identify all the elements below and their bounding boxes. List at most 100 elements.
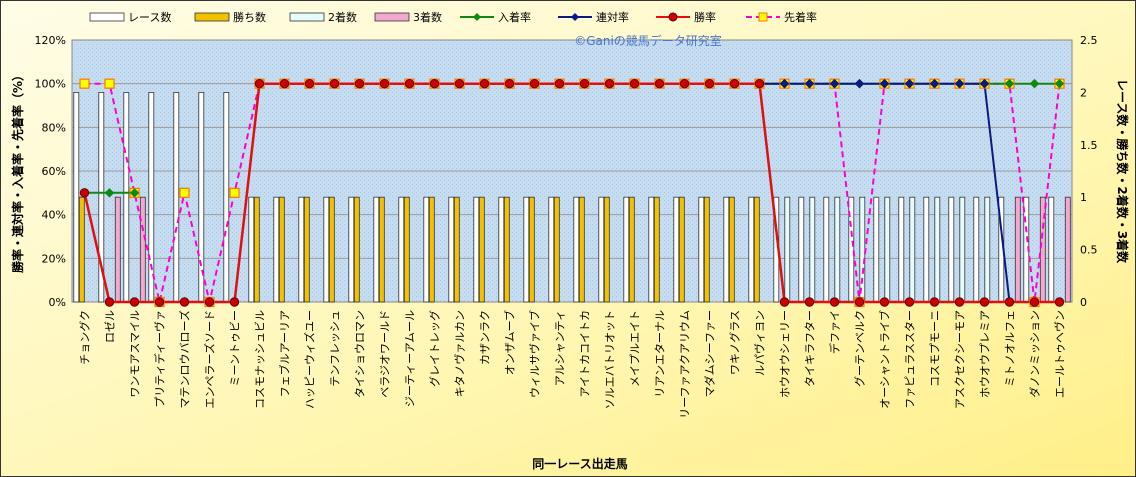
marker-勝率	[779, 297, 790, 307]
marker-勝率	[404, 78, 415, 89]
marker-連対率	[904, 78, 915, 89]
x-tick-label: ハッピーウィズユー	[303, 310, 317, 409]
y-left-tick: 20%	[42, 252, 66, 265]
x-tick-label: ジーティーアムール	[404, 310, 417, 407]
y-left-tick: 80%	[42, 121, 66, 134]
bar-勝ち数	[703, 196, 710, 303]
marker-勝率	[154, 297, 165, 307]
x-tick-label: コスモナッシュビル	[254, 310, 267, 409]
bar-レース数	[748, 196, 755, 303]
bar-勝ち数	[453, 196, 460, 303]
x-tick-label: ウィルサヴァイブ	[528, 310, 542, 398]
x-tick-label: チョングク	[78, 310, 92, 365]
bar-勝ち数	[478, 196, 485, 303]
marker-勝率	[204, 297, 215, 307]
marker-勝率	[454, 78, 465, 89]
marker-勝率	[554, 78, 565, 89]
marker-勝率	[104, 297, 115, 307]
bar-勝ち数	[653, 196, 660, 303]
x-tick-label: アスクセクシーモア	[954, 310, 967, 409]
x-tick-label: グレイトレッグ	[428, 310, 442, 387]
x-axis-title: 同一レース出走馬	[532, 456, 627, 471]
x-tick-label: マダムシーファー	[703, 310, 717, 397]
bar-レース数	[823, 196, 830, 303]
legend-label: 勝率	[694, 10, 716, 24]
bar-レース数	[798, 196, 805, 303]
marker-勝率	[329, 78, 340, 89]
bar-勝ち数	[603, 196, 610, 303]
bar-レース数	[948, 196, 955, 303]
marker-連対率	[954, 78, 965, 89]
legend-label: 2着数	[328, 10, 357, 24]
x-tick-label: ホウオウシェリー	[779, 310, 792, 398]
marker-勝率	[479, 78, 490, 89]
marker-入着率	[1054, 78, 1065, 89]
marker-勝率	[679, 78, 690, 89]
bar-レース数	[623, 196, 630, 303]
bar-3着数	[114, 196, 121, 303]
x-tick-label: マテンロウバローズ	[178, 310, 192, 408]
legend-marker-勝率	[668, 12, 678, 22]
x-tick-label: タイショウロマン	[354, 310, 367, 398]
bar-3着数	[139, 196, 146, 303]
bar-レース数	[148, 92, 155, 303]
y-left-tick: 120%	[35, 34, 66, 47]
y-right-tick: 1	[1080, 191, 1087, 204]
bar-レース数	[648, 196, 655, 303]
bar-レース数	[398, 196, 405, 303]
bar-レース数	[373, 196, 380, 303]
bar-レース数	[498, 196, 505, 303]
bar-勝ち数	[428, 196, 435, 303]
bar-レース数	[673, 196, 680, 303]
marker-先着率	[104, 78, 115, 89]
marker-連対率	[979, 78, 990, 89]
bar-勝ち数	[253, 196, 260, 303]
marker-勝率	[1029, 297, 1040, 307]
marker-勝率	[829, 297, 840, 307]
marker-勝率	[579, 78, 590, 89]
marker-勝率	[379, 78, 390, 89]
y-left-tick: 100%	[35, 78, 66, 91]
legend-label: 入着率	[498, 10, 531, 24]
x-tick-label: エールトゥヘヴン	[1053, 310, 1067, 398]
bar-レース数	[173, 92, 180, 303]
x-tick-label: エンペラーズソード	[203, 310, 217, 408]
y-left-tick: 40%	[42, 209, 66, 222]
x-tick-label: リアンエターナル	[654, 310, 667, 398]
legend-label: 勝ち数	[233, 10, 266, 24]
marker-入着率	[104, 187, 115, 198]
bar-レース数	[598, 196, 605, 303]
bar-勝ち数	[353, 196, 360, 303]
bar-レース数	[548, 196, 555, 303]
bar-レース数	[298, 196, 305, 303]
x-tick-label: タイキラフター	[804, 310, 817, 387]
x-tick-label: ファピュラススター	[904, 310, 917, 409]
bar-レース数	[523, 196, 530, 303]
bar-レース数	[873, 196, 880, 303]
x-tick-label: ダノンミッション	[1028, 310, 1042, 398]
marker-連対率	[829, 78, 840, 89]
bar-勝ち数	[303, 196, 310, 303]
x-tick-label: キタノヴァルカン	[453, 310, 467, 397]
marker-入着率	[1029, 78, 1040, 89]
marker-勝率	[654, 78, 665, 89]
bar-レース数	[423, 196, 430, 303]
x-tick-label: ロゼル	[104, 310, 117, 343]
marker-勝率	[529, 78, 540, 89]
bar-2着数	[834, 196, 841, 303]
x-tick-label: ワキノグラス	[728, 310, 742, 375]
marker-勝率	[879, 297, 890, 307]
bar-レース数	[223, 92, 230, 303]
bar-2着数	[984, 196, 991, 303]
x-tick-label: オンザムーブ	[503, 310, 517, 375]
bar-レース数	[448, 196, 455, 303]
x-tick-label: フェブルアーリア	[278, 310, 292, 397]
marker-勝率	[929, 297, 940, 307]
bar-レース数	[573, 196, 580, 303]
marker-連対率	[879, 78, 890, 89]
bar-レース数	[73, 92, 80, 303]
bar-2着数	[959, 196, 966, 303]
marker-連対率	[929, 78, 940, 89]
bar-勝ち数	[328, 196, 335, 303]
